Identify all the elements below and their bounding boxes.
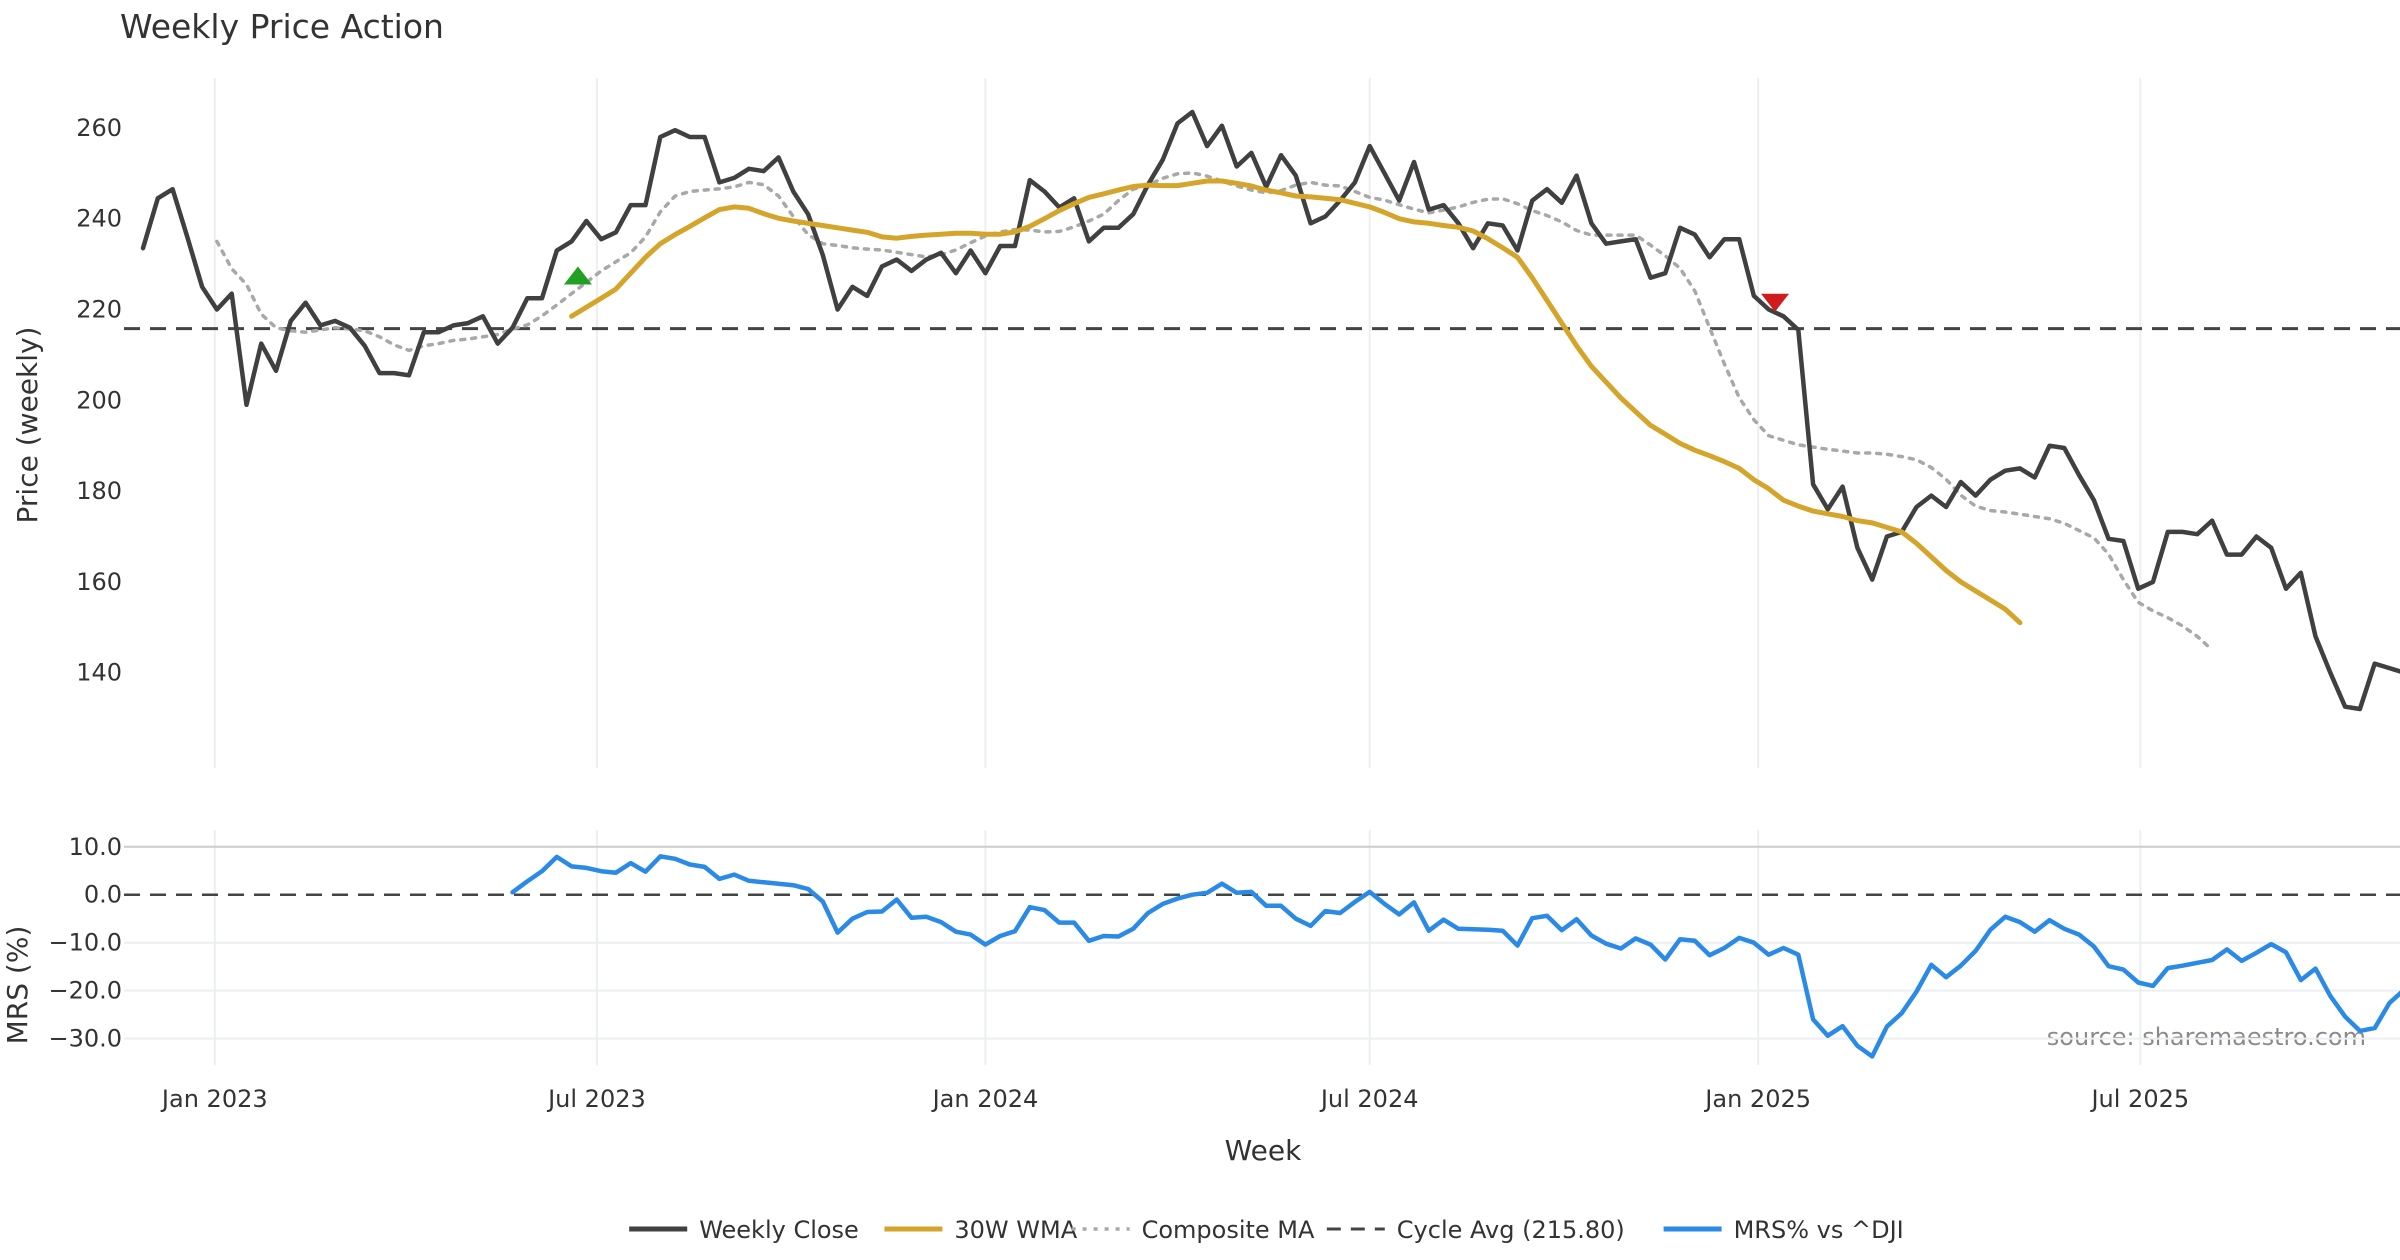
price-y-tick-label: 180 <box>76 477 122 505</box>
price-y-axis-label: Price (weekly) <box>11 327 44 524</box>
x-tick-label: Jan 2024 <box>931 1085 1039 1113</box>
series-composite-ma <box>215 171 2214 652</box>
legend-label: 30W WMA <box>954 1216 1077 1244</box>
mrs-y-tick-label: −20.0 <box>48 977 122 1005</box>
series-30w-wma <box>569 178 2023 626</box>
price-y-tick-label: 260 <box>76 114 122 142</box>
sell-signal-marker <box>1761 293 1790 312</box>
legend-item: Composite MA <box>1071 1216 1315 1244</box>
price-y-tick-label: 220 <box>76 296 122 324</box>
price-y-tick-label: 200 <box>76 386 122 414</box>
mrs-y-tick-label: 0.0 <box>84 881 122 909</box>
buy-signal-marker <box>563 266 592 285</box>
legend-item: 30W WMA <box>884 1216 1078 1244</box>
legend-label: Cycle Avg (215.80) <box>1397 1216 1625 1244</box>
price-y-tick-label: 160 <box>76 568 122 596</box>
legend-label: Weekly Close <box>699 1216 859 1244</box>
legend-label: MRS% vs ^DJI <box>1734 1216 1904 1244</box>
legend-label: Composite MA <box>1142 1216 1315 1244</box>
legend-item: MRS% vs ^DJI <box>1663 1216 1904 1244</box>
source-credit: source: sharemaestro.com <box>2047 1023 2366 1051</box>
series-mrs-vs-dji <box>510 854 2400 1059</box>
mrs-y-tick-label: −10.0 <box>48 929 122 957</box>
chart-title: Weekly Price Action <box>120 7 444 46</box>
price-y-tick-label: 140 <box>76 659 122 687</box>
mrs-y-tick-label: 10.0 <box>69 833 122 861</box>
tick-labels: Jan 2023 Jul 2023 Jan 2024 Jul 2024 Jan 2025… <box>48 114 2189 1113</box>
mrs-y-axis-label: MRS (%) <box>1 926 34 1045</box>
legend-item: Cycle Avg (215.80) <box>1326 1216 1625 1244</box>
legend: Weekly Close 30W WMA Composite MA Cycle Avg… <box>629 1216 1904 1244</box>
x-tick-label: Jan 2023 <box>160 1085 268 1113</box>
series-weekly-close <box>140 109 2400 712</box>
series-layer <box>124 109 2400 1059</box>
x-axis-label: Week <box>1225 1134 1302 1167</box>
legend-item: Weekly Close <box>629 1216 859 1244</box>
x-tick-label: Jul 2024 <box>1319 1085 1419 1113</box>
x-tick-label: Jan 2025 <box>1703 1085 1811 1113</box>
price-y-tick-label: 240 <box>76 205 122 233</box>
x-tick-label: Jul 2025 <box>2089 1085 2189 1113</box>
x-tick-label: Jul 2023 <box>546 1085 646 1113</box>
mrs-y-tick-label: −30.0 <box>48 1025 122 1053</box>
grid-lines <box>124 78 2400 1065</box>
